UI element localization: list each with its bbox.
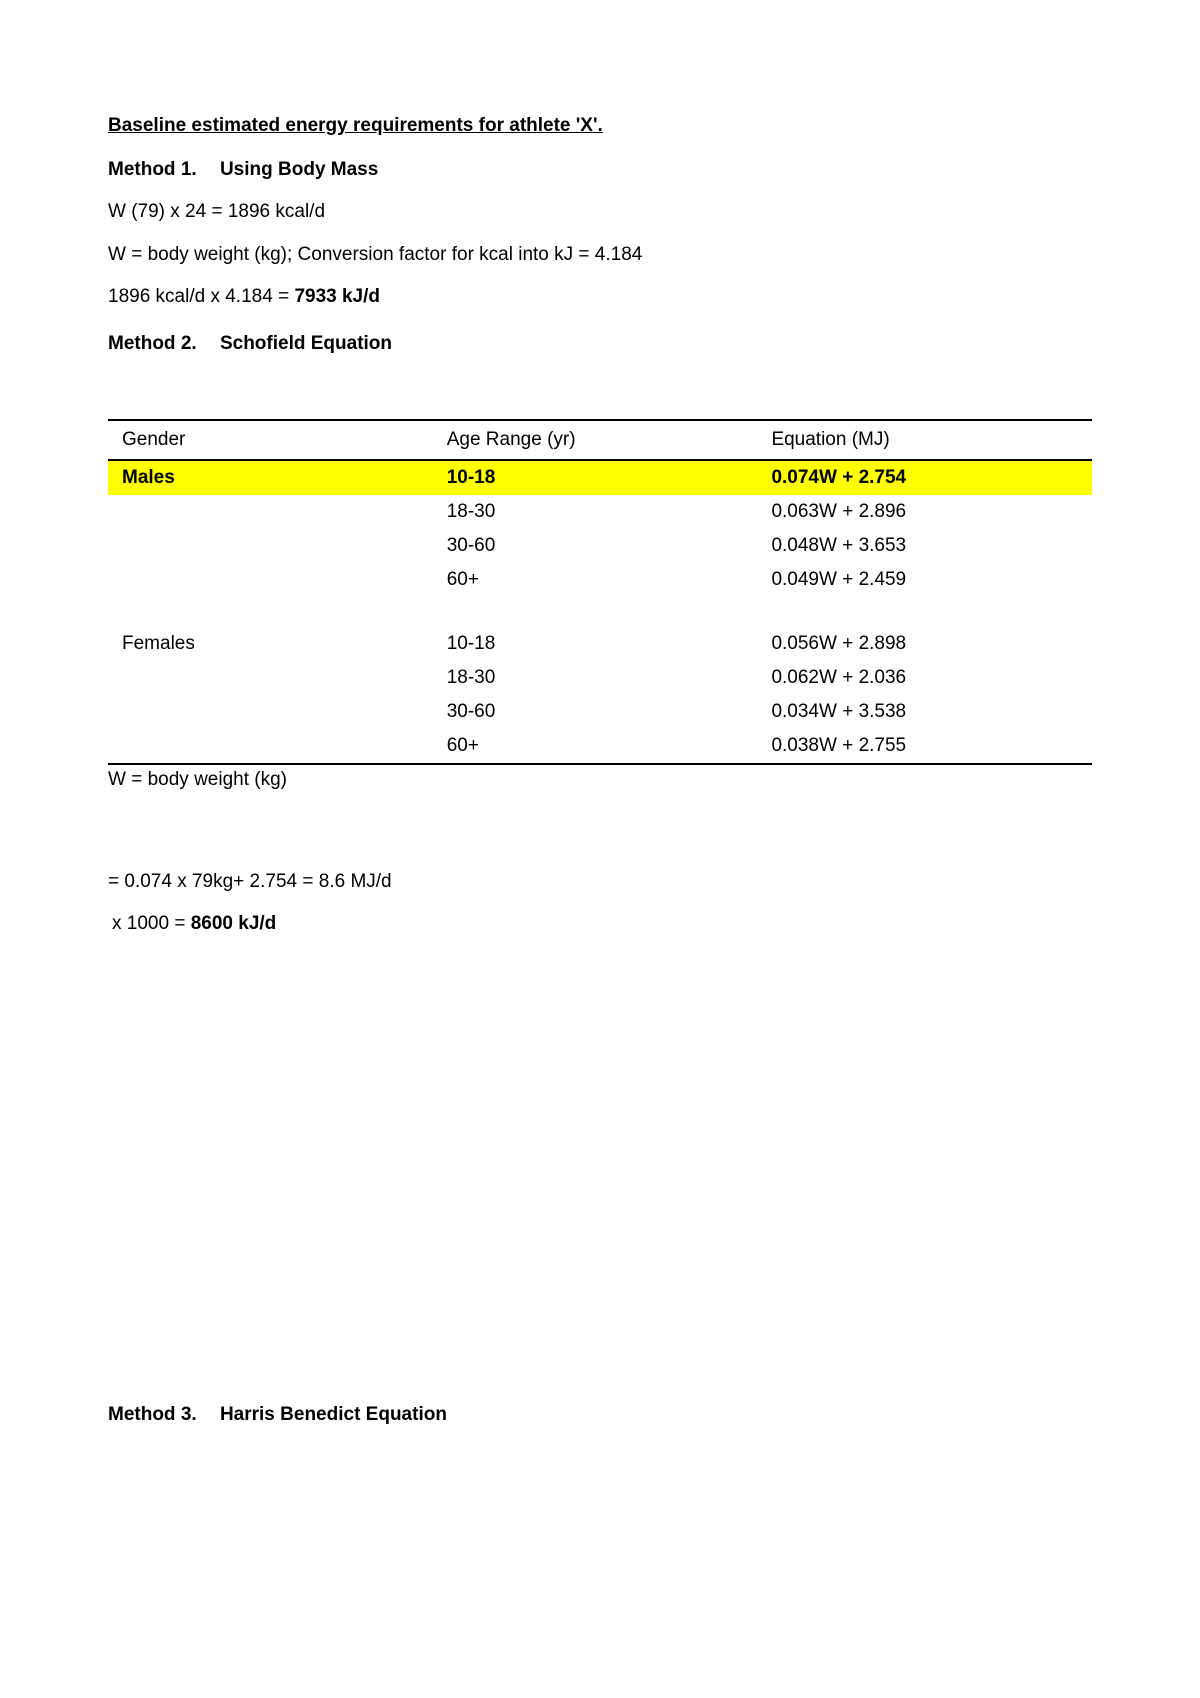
cell-equation: 0.034W + 3.538 (757, 695, 1092, 729)
table-row: Females10-180.056W + 2.898 (108, 627, 1092, 661)
table-row: 18-300.063W + 2.896 (108, 495, 1092, 529)
cell-gender (108, 729, 433, 764)
method1-prefix: Method 1. (108, 159, 197, 180)
method2-calc2: x 1000 = 8600 kJ/d (108, 911, 1092, 938)
cell-gender (108, 695, 433, 729)
method1-line3: 1896 kcal/d x 4.184 = 7933 kJ/d (108, 284, 1092, 311)
cell-gender (108, 495, 433, 529)
method2-prefix: Method 2. (108, 333, 197, 354)
method1-line3-prefix: 1896 kcal/d x 4.184 = (108, 286, 294, 307)
method1-line1: W (79) x 24 = 1896 kcal/d (108, 199, 1092, 226)
cell-equation: 0.056W + 2.898 (757, 627, 1092, 661)
cell-age: 30-60 (433, 695, 758, 729)
header-age: Age Range (yr) (433, 420, 758, 460)
cell-equation: 0.074W + 2.754 (757, 460, 1092, 495)
method3-name: Harris Benedict Equation (220, 1404, 447, 1425)
cell-gender: Females (108, 627, 433, 661)
cell-age: 10-18 (433, 460, 758, 495)
method2-heading: Method 2. Schofield Equation (108, 333, 1092, 355)
method2-calc2-prefix: x 1000 = (112, 913, 191, 934)
table-note: W = body weight (kg) (108, 769, 1092, 791)
cell-age: 60+ (433, 563, 758, 597)
header-equation: Equation (MJ) (757, 420, 1092, 460)
method1-heading: Method 1. Using Body Mass (108, 159, 1092, 181)
method2-name: Schofield Equation (220, 333, 392, 354)
page-title: Baseline estimated energy requirements f… (108, 115, 1092, 137)
table-row (108, 597, 1092, 627)
cell-gender (108, 529, 433, 563)
table-row: 30-600.048W + 3.653 (108, 529, 1092, 563)
schofield-table: Gender Age Range (yr) Equation (MJ) Male… (108, 419, 1092, 765)
method2-result: 8600 kJ/d (191, 913, 277, 934)
cell-age: 30-60 (433, 529, 758, 563)
header-gender: Gender (108, 420, 433, 460)
table-row: 18-300.062W + 2.036 (108, 661, 1092, 695)
cell-age: 60+ (433, 729, 758, 764)
cell-gender: Males (108, 460, 433, 495)
table-row: Males10-180.074W + 2.754 (108, 460, 1092, 495)
cell-equation: 0.038W + 2.755 (757, 729, 1092, 764)
cell-gender (108, 563, 433, 597)
method1-result: 7933 kJ/d (294, 286, 380, 307)
cell-equation: 0.063W + 2.896 (757, 495, 1092, 529)
method3-prefix: Method 3. (108, 1404, 197, 1425)
cell-age: 18-30 (433, 661, 758, 695)
method1-name: Using Body Mass (220, 159, 378, 180)
cell-equation: 0.049W + 2.459 (757, 563, 1092, 597)
method3-heading: Method 3. Harris Benedict Equation (108, 1404, 1092, 1426)
method2-calc1: = 0.074 x 79kg+ 2.754 = 8.6 MJ/d (108, 869, 1092, 896)
cell-gender (108, 661, 433, 695)
table-row: 60+0.038W + 2.755 (108, 729, 1092, 764)
table-row: 60+0.049W + 2.459 (108, 563, 1092, 597)
cell-equation: 0.048W + 3.653 (757, 529, 1092, 563)
cell-age: 18-30 (433, 495, 758, 529)
table-header-row: Gender Age Range (yr) Equation (MJ) (108, 420, 1092, 460)
cell-age: 10-18 (433, 627, 758, 661)
table-row: 30-600.034W + 3.538 (108, 695, 1092, 729)
method1-line2: W = body weight (kg); Conversion factor … (108, 242, 1092, 269)
cell-equation: 0.062W + 2.036 (757, 661, 1092, 695)
